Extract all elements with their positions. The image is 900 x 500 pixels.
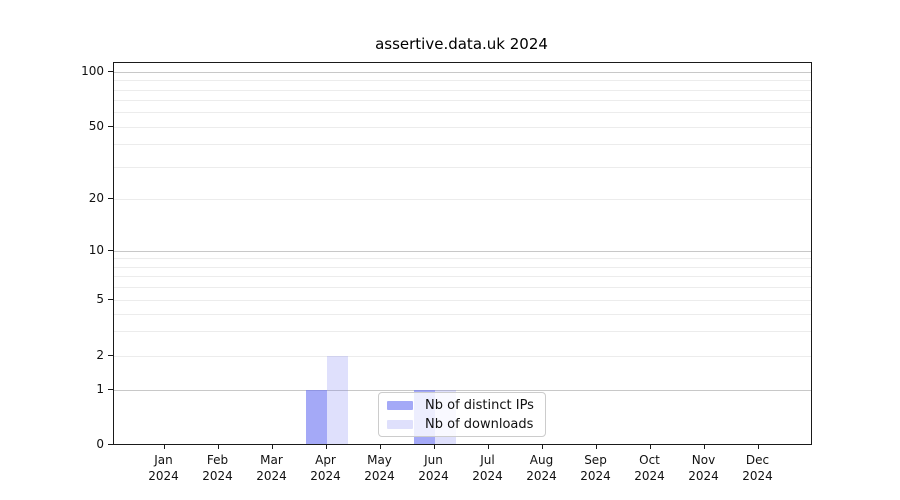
minor-gridline	[114, 112, 811, 114]
x-tick-label: Apr 2024	[296, 452, 356, 484]
plot-area	[113, 62, 812, 445]
minor-gridline	[114, 276, 811, 278]
x-tick-mark	[433, 444, 435, 449]
y-tick-label: 100	[81, 64, 104, 78]
minor-gridline	[114, 166, 811, 168]
y-tick-label: 1	[96, 382, 104, 396]
x-tick-mark	[217, 444, 219, 449]
x-tick-month: Apr	[315, 453, 336, 467]
x-tick-label: Jun 2024	[404, 452, 464, 484]
x-tick-month: Nov	[691, 453, 716, 467]
y-tick-mark	[108, 71, 113, 72]
x-tick-label: Jul 2024	[458, 452, 518, 484]
y-tick-mark	[108, 299, 113, 300]
major-gridline	[114, 251, 811, 252]
minor-gridline	[114, 313, 811, 315]
x-tick-year: 2024	[148, 469, 179, 483]
x-tick-year: 2024	[310, 469, 341, 483]
x-tick-label: Mar 2024	[242, 452, 302, 484]
x-tick-year: 2024	[202, 469, 233, 483]
x-tick-month: Jan	[154, 453, 173, 467]
y-tick-label: 20	[88, 190, 104, 205]
x-tick-label: Oct 2024	[620, 452, 680, 484]
minor-gridline	[114, 356, 811, 357]
x-tick-year: 2024	[364, 469, 395, 483]
x-tick-mark	[703, 444, 705, 449]
minor-gridline	[114, 331, 811, 333]
x-tick-label: Jan 2024	[134, 452, 194, 484]
minor-gridline	[114, 266, 811, 268]
y-tick-mark	[108, 443, 113, 445]
minor-gridline	[114, 89, 811, 91]
x-tick-mark	[595, 444, 597, 449]
x-tick-mark	[757, 444, 759, 449]
x-tick-month: Aug	[529, 453, 554, 467]
legend: Nb of distinct IPs Nb of downloads	[378, 392, 546, 437]
major-gridline	[114, 390, 811, 391]
y-tick-label: 5	[96, 292, 104, 306]
x-tick-year: 2024	[580, 469, 611, 483]
x-tick-mark	[379, 444, 381, 449]
minor-gridline	[114, 80, 811, 82]
x-tick-month: Mar	[260, 453, 283, 467]
x-tick-month: Dec	[745, 453, 770, 467]
x-tick-label: Nov 2024	[674, 452, 734, 484]
minor-gridline	[114, 300, 811, 301]
minor-gridline	[114, 100, 811, 102]
x-tick-year: 2024	[418, 469, 449, 483]
x-tick-month: Oct	[639, 453, 660, 467]
x-tick-year: 2024	[742, 469, 773, 483]
major-gridline	[114, 72, 811, 73]
y-tick-label: 10	[88, 243, 104, 257]
bar-apr-distinct-ips	[305, 390, 327, 444]
y-tick-mark	[108, 125, 113, 127]
x-tick-mark	[271, 444, 273, 449]
legend-swatch-distinct-ips	[387, 400, 413, 410]
minor-gridline	[114, 258, 811, 260]
minor-gridline	[114, 144, 811, 146]
minor-gridline	[114, 198, 811, 200]
x-tick-year: 2024	[472, 469, 503, 483]
x-tick-mark	[325, 444, 327, 449]
x-tick-mark	[163, 444, 165, 449]
y-tick-mark	[108, 197, 113, 199]
x-tick-label: Dec 2024	[728, 452, 788, 484]
bar-apr-downloads	[326, 356, 348, 444]
x-tick-year: 2024	[688, 469, 719, 483]
x-tick-year: 2024	[526, 469, 557, 483]
chart-title: assertive.data.uk 2024	[375, 35, 548, 53]
x-tick-mark	[541, 444, 543, 449]
legend-label-downloads: Nb of downloads	[425, 416, 534, 432]
x-tick-month: May	[367, 453, 392, 467]
legend-swatch-downloads	[387, 419, 413, 429]
y-tick-label: 50	[88, 118, 104, 133]
x-tick-mark	[487, 444, 489, 449]
x-tick-mark	[649, 444, 651, 449]
x-tick-label: Sep 2024	[566, 452, 626, 484]
x-tick-label: Feb 2024	[188, 452, 248, 484]
x-tick-month: Feb	[206, 453, 229, 467]
y-tick-label: 0	[96, 436, 104, 451]
minor-gridline	[114, 287, 811, 289]
y-tick-mark	[108, 389, 113, 390]
x-tick-label: Aug 2024	[512, 452, 572, 484]
y-tick-label: 2	[96, 348, 104, 362]
y-tick-mark	[108, 355, 113, 356]
legend-row-distinct-ips: Nb of distinct IPs	[379, 398, 545, 413]
y-tick-mark	[108, 250, 113, 251]
x-tick-month: Jul	[480, 453, 495, 467]
legend-label-distinct-ips: Nb of distinct IPs	[425, 397, 534, 413]
x-tick-month: Sep	[584, 453, 607, 467]
x-tick-label: May 2024	[350, 452, 410, 484]
x-tick-year: 2024	[256, 469, 287, 483]
legend-row-downloads: Nb of downloads	[379, 417, 545, 432]
x-tick-month: Jun	[424, 453, 443, 467]
minor-gridline	[114, 126, 811, 128]
x-tick-year: 2024	[634, 469, 665, 483]
